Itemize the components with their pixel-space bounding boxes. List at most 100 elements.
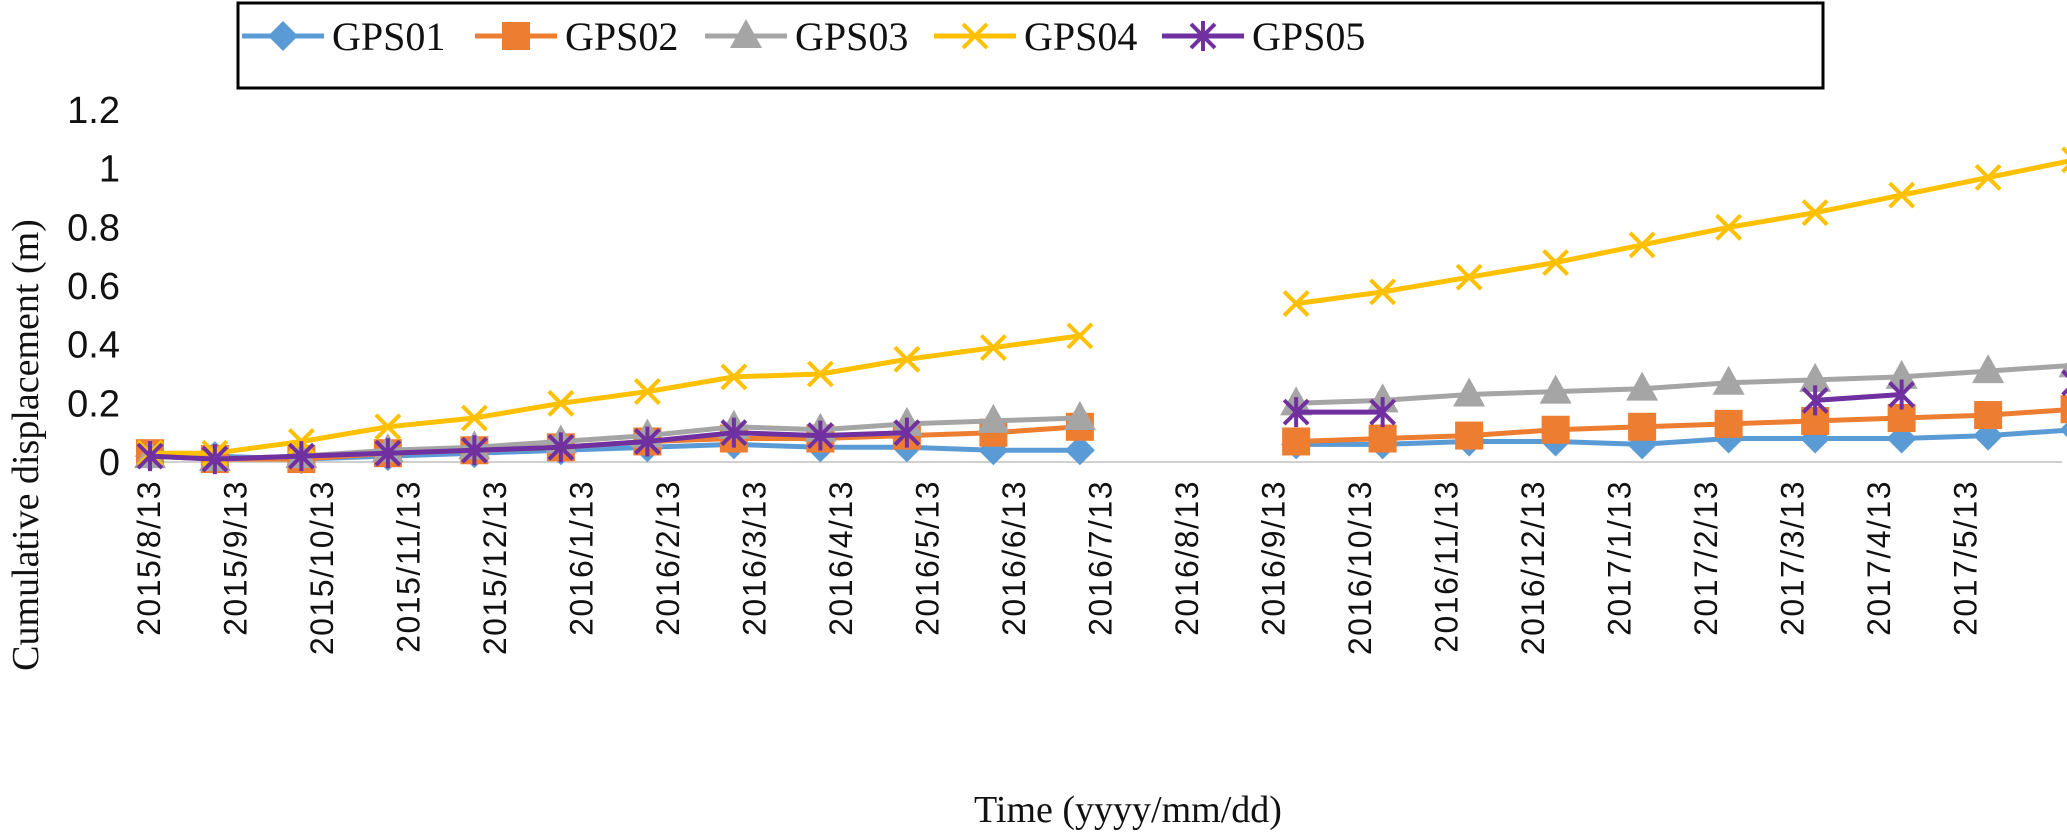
y-tick-label: 0.8	[67, 207, 120, 249]
data-point	[1801, 199, 1829, 227]
data-point	[547, 432, 575, 463]
data-point	[1066, 322, 1094, 350]
x-tick-label: 2016/12/13	[1515, 480, 1551, 655]
x-tick-label: 2016/5/13	[910, 480, 946, 636]
legend-label: GPS04	[1024, 14, 1137, 59]
legend-marker	[961, 22, 989, 50]
data-point	[2061, 369, 2067, 397]
series-gps04	[136, 146, 2067, 467]
x-tick-label: 2015/12/13	[477, 480, 513, 655]
data-point	[1974, 401, 2003, 430]
data-point	[547, 389, 575, 417]
x-tick-label: 2016/4/13	[823, 480, 859, 636]
x-axis: 2015/8/13 2015/9/13 2015/10/13 2015/11/13 20…	[131, 480, 1984, 655]
legend-marker	[502, 22, 530, 50]
y-tick-label: 0.2	[67, 383, 120, 425]
data-point	[1799, 362, 1832, 392]
data-point	[1888, 379, 1916, 410]
x-tick-label: 2015/8/13	[131, 480, 167, 636]
data-point	[1369, 278, 1397, 306]
data-point	[1628, 231, 1656, 259]
x-tick-label: 2015/9/13	[218, 480, 254, 636]
legend-label: GPS03	[795, 14, 908, 59]
x-tick-label: 2016/9/13	[1256, 480, 1292, 636]
legend-marker	[1189, 21, 1217, 51]
legend-item-gps02: GPS02	[475, 14, 678, 59]
data-point	[893, 417, 921, 448]
x-axis-title: Time (yyyy/mm/dd)	[974, 789, 1282, 831]
data-point	[1542, 249, 1570, 276]
legend-item-gps01: GPS01	[242, 14, 445, 59]
data-point	[979, 334, 1007, 362]
data-point	[1888, 181, 1916, 209]
y-tick-label: 0	[99, 442, 120, 484]
data-point	[720, 417, 748, 448]
data-point	[1626, 371, 1659, 401]
data-point	[1368, 424, 1397, 453]
data-point	[2060, 395, 2067, 424]
x-tick-label: 2016/7/13	[1083, 480, 1119, 636]
data-point	[1885, 359, 1918, 389]
data-point	[1064, 435, 1095, 466]
data-point	[1282, 427, 1311, 456]
x-tick-label: 2017/1/13	[1602, 480, 1638, 636]
data-point	[2059, 422, 2067, 438]
data-point	[460, 404, 488, 432]
x-tick-label: 2016/10/13	[1342, 480, 1378, 655]
data-point	[374, 413, 402, 441]
x-tick-label: 2016/11/13	[1429, 480, 1465, 653]
data-point	[460, 435, 488, 466]
x-tick-label: 2016/1/13	[564, 480, 600, 636]
data-point	[633, 378, 661, 406]
series-line	[1296, 427, 2067, 447]
y-axis: 0 0.2 0.4 0.6 0.8 1 1.2	[67, 90, 120, 484]
series-line	[1814, 392, 1902, 403]
y-tick-label: 0.4	[67, 325, 120, 367]
legend-marker	[730, 19, 762, 48]
x-tick-label: 2017/5/13	[1948, 480, 1984, 636]
x-tick-label: 2016/6/13	[996, 480, 1032, 636]
data-point	[893, 345, 921, 373]
legend-label: GPS05	[1252, 14, 1365, 59]
data-point	[977, 403, 1010, 433]
series-line	[1295, 158, 2067, 307]
data-point	[1282, 290, 1310, 318]
y-tick-label: 0.6	[67, 266, 120, 308]
data-point	[136, 441, 164, 472]
series-layer	[134, 146, 2067, 475]
data-point	[287, 441, 315, 472]
data-point	[720, 363, 748, 391]
data-point	[1282, 397, 1310, 428]
x-tick-label: 2015/10/13	[304, 480, 340, 655]
data-point	[1369, 397, 1397, 428]
y-tick-label: 1.2	[67, 90, 120, 132]
data-point	[374, 438, 402, 469]
legend-item-gps05: GPS05	[1162, 14, 1365, 59]
series-line	[149, 430, 907, 462]
data-point	[806, 420, 834, 451]
legend-item-gps03: GPS03	[705, 14, 908, 59]
x-tick-label: 2016/8/13	[1169, 480, 1205, 636]
data-point	[1801, 385, 1829, 416]
data-point	[1539, 374, 1572, 404]
data-point	[1541, 415, 1570, 444]
data-point	[201, 444, 229, 475]
legend-label: GPS02	[565, 14, 678, 59]
y-axis-title: Cumulative displacement (m)	[5, 219, 47, 671]
data-point	[633, 426, 661, 457]
x-tick-label: 2016/3/13	[737, 480, 773, 636]
x-tick-label: 2017/2/13	[1688, 480, 1724, 636]
data-point	[1974, 164, 2002, 191]
legend-label: GPS01	[332, 14, 445, 59]
data-point	[1714, 409, 1743, 438]
legend-item-gps04: GPS04	[934, 14, 1137, 59]
x-tick-label: 2017/4/13	[1861, 480, 1897, 636]
data-point	[1715, 213, 1743, 241]
legend-marker	[268, 21, 298, 51]
legend: GPS01 GPS02 GPS03 GPS04 GPS05	[236, 1, 1825, 90]
x-tick-label: 2016/2/13	[650, 480, 686, 636]
x-tick-label: 2017/3/13	[1775, 480, 1811, 636]
data-point	[1453, 377, 1486, 407]
data-point	[806, 360, 834, 388]
